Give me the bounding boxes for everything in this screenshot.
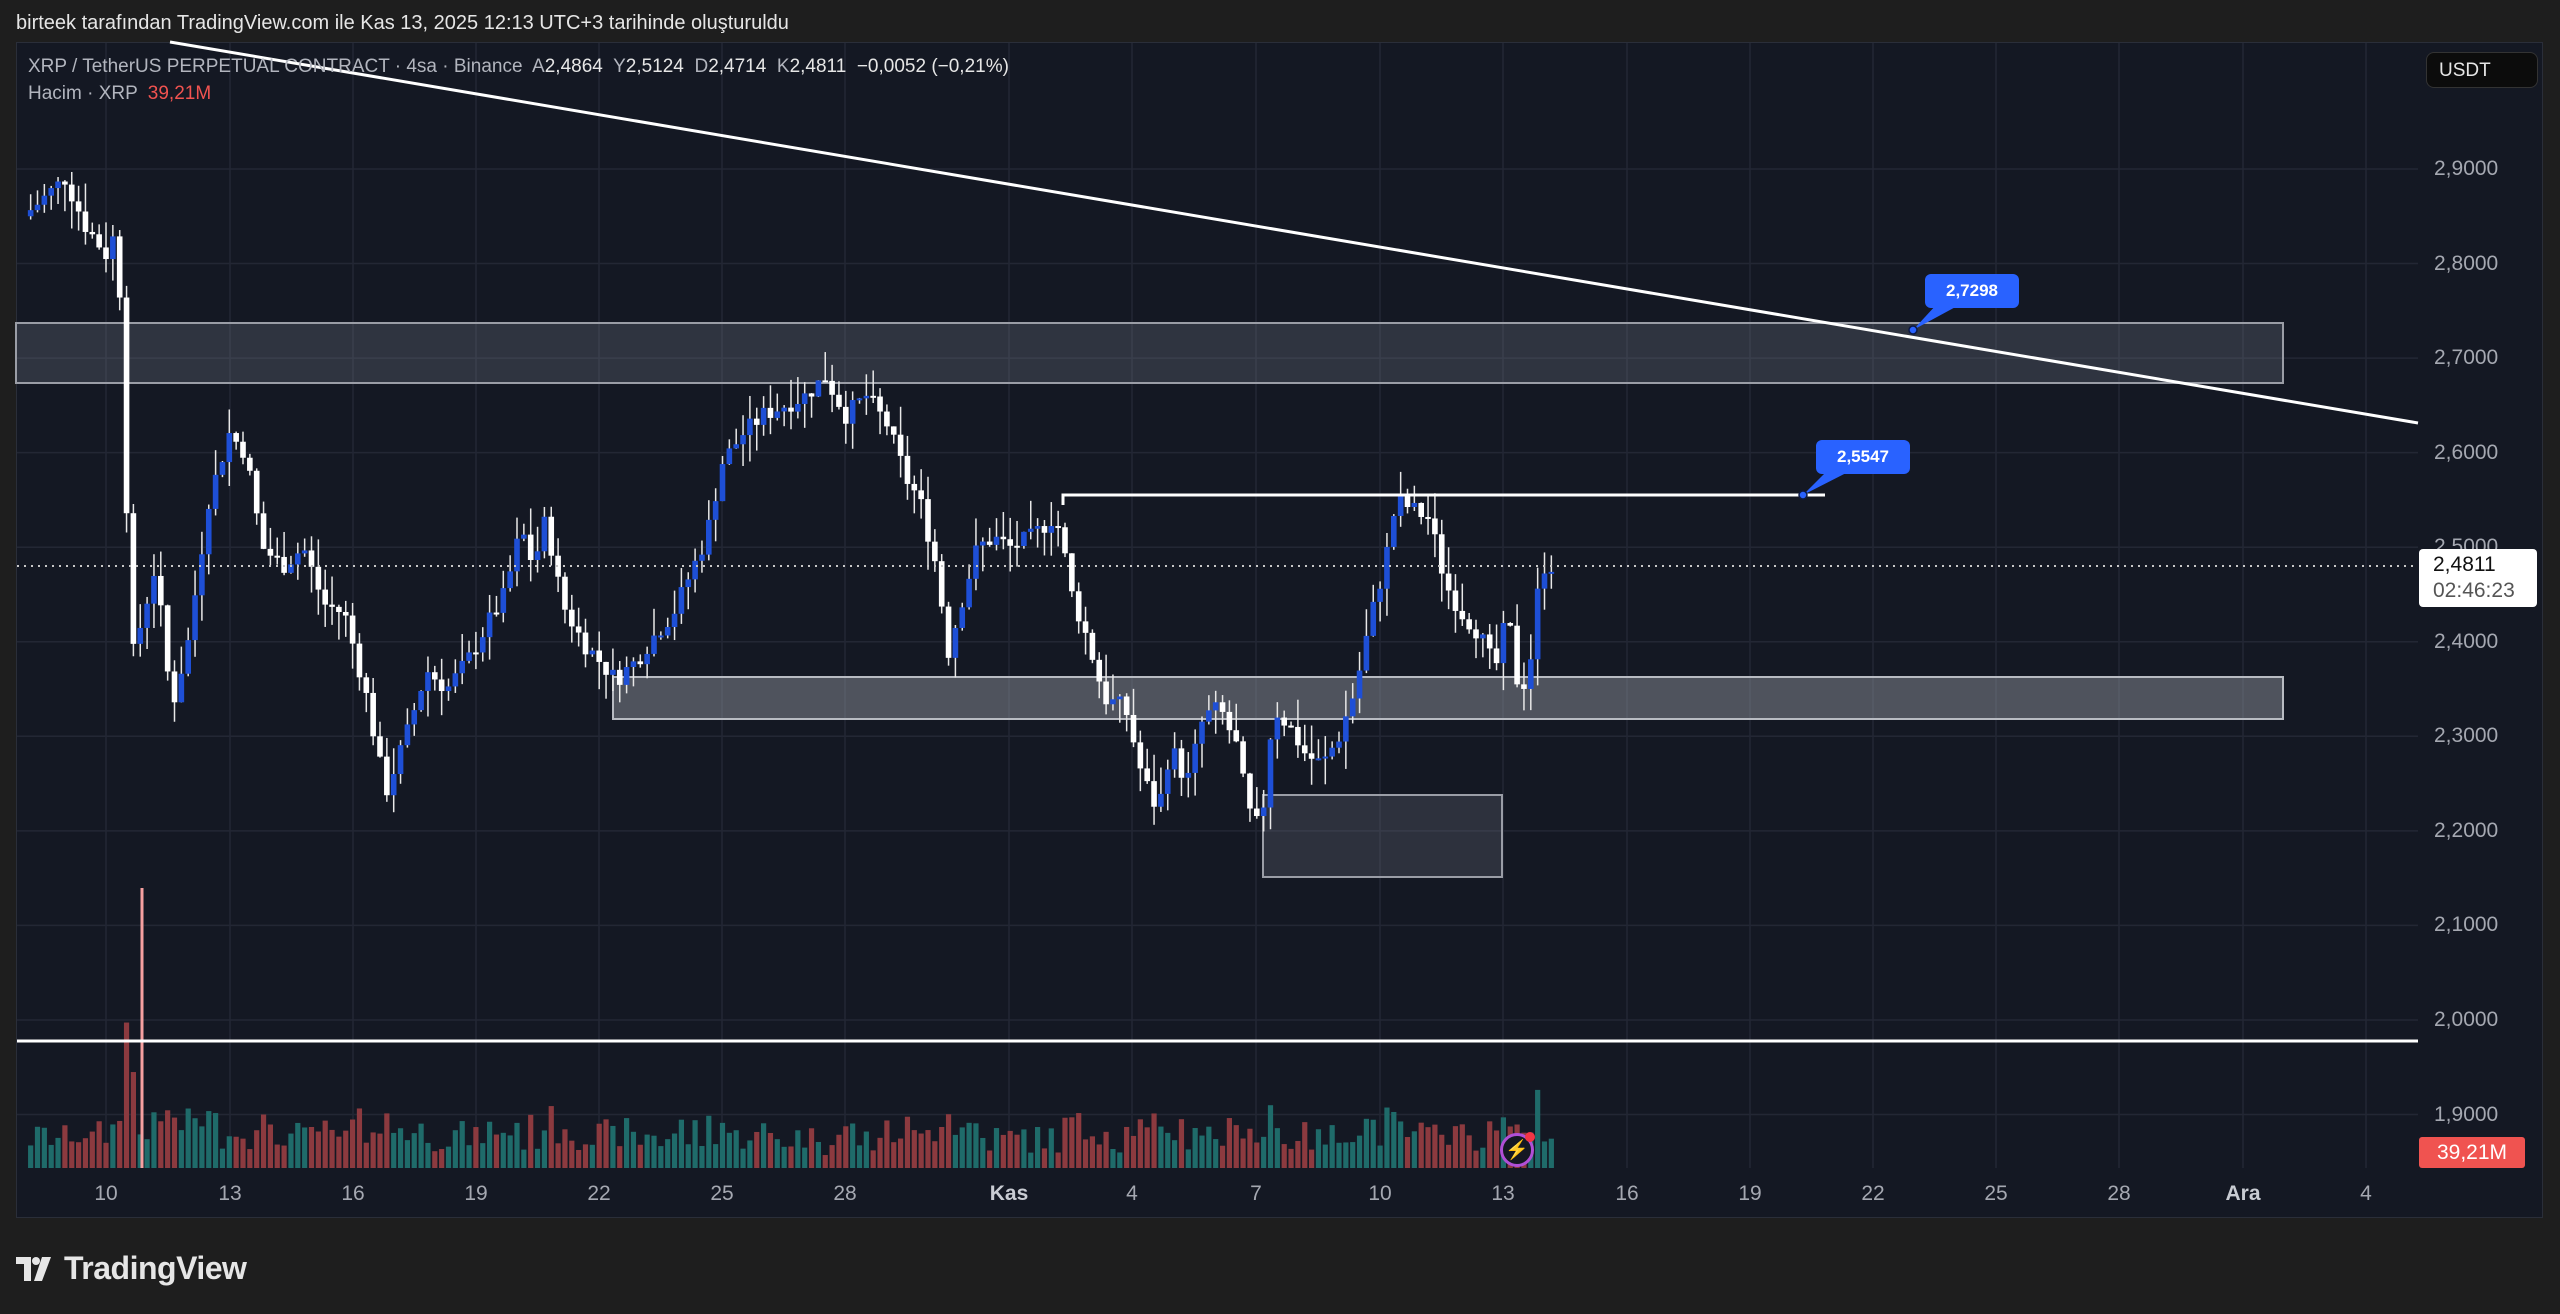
time-tick: 16 bbox=[341, 1182, 365, 1205]
time-tick: 10 bbox=[94, 1182, 118, 1205]
price-callout[interactable]: 2,7298 bbox=[1925, 274, 2019, 308]
grid-lines bbox=[17, 43, 2418, 1168]
bar-countdown: 02:46:23 bbox=[2433, 579, 2515, 602]
time-tick: 28 bbox=[833, 1182, 857, 1205]
change-value: −0,0052 (−0,21%) bbox=[856, 56, 1009, 77]
volume-tag: 39,21M bbox=[2419, 1137, 2525, 1168]
price-callout[interactable]: 2,5547 bbox=[1816, 440, 1910, 474]
time-tick: 16 bbox=[1615, 1182, 1639, 1205]
open-value: 2,4864 bbox=[544, 56, 603, 77]
price-tick: 2,3000 bbox=[2434, 724, 2499, 748]
candles bbox=[27, 171, 1555, 832]
time-tick: Kas bbox=[989, 1182, 1029, 1205]
symbol-legend: XRP / TetherUS PERPETUAL CONTRACT · 4sa … bbox=[28, 56, 1009, 77]
high-value: 2,5124 bbox=[625, 56, 684, 77]
price-tick: 2,2000 bbox=[2434, 818, 2499, 842]
currency-button[interactable]: USDT bbox=[2426, 52, 2538, 88]
time-tick: 13 bbox=[1491, 1182, 1515, 1205]
chart-caption: birteek tarafından TradingView.com ile K… bbox=[16, 12, 789, 34]
time-tick: 4 bbox=[2360, 1182, 2372, 1205]
time-tick: 10 bbox=[1368, 1182, 1392, 1205]
tv-logo-icon bbox=[16, 1256, 51, 1281]
time-tick: 28 bbox=[2107, 1182, 2131, 1205]
time-tick: 22 bbox=[1861, 1182, 1885, 1205]
price-tick: 2,6000 bbox=[2434, 440, 2499, 464]
price-tick: 1,9000 bbox=[2434, 1102, 2499, 1126]
price-tick: 2,4000 bbox=[2434, 629, 2499, 653]
low-value: 2,4714 bbox=[708, 56, 767, 77]
price-tick: 2,8000 bbox=[2434, 251, 2499, 275]
price-tick: 2,1000 bbox=[2434, 913, 2499, 937]
time-tick: 13 bbox=[218, 1182, 242, 1205]
lightning-alert-icon[interactable]: ⚡ bbox=[1500, 1132, 1535, 1167]
time-tick: 22 bbox=[587, 1182, 611, 1205]
current-price: 2,4811 bbox=[2433, 553, 2496, 576]
brand-name: TradingView bbox=[64, 1250, 247, 1286]
drawing-zones bbox=[15, 322, 2284, 878]
time-tick: 19 bbox=[464, 1182, 488, 1205]
notification-dot bbox=[1525, 1132, 1535, 1142]
time-tick: 25 bbox=[1984, 1182, 2008, 1205]
time-tick: 19 bbox=[1738, 1182, 1762, 1205]
time-tick: 4 bbox=[1126, 1182, 1138, 1205]
volume-legend-value: 39,21M bbox=[147, 83, 212, 104]
time-tick: Ara bbox=[2225, 1182, 2261, 1205]
price-tick: 2,7000 bbox=[2434, 346, 2499, 370]
current-price-tag: 2,4811 02:46:23 bbox=[2419, 549, 2537, 607]
time-tick: 25 bbox=[710, 1182, 734, 1205]
time-tick: 7 bbox=[1250, 1182, 1262, 1205]
close-value: 2,4811 bbox=[789, 56, 847, 77]
price-tick: 2,9000 bbox=[2434, 157, 2499, 180]
volume-legend: Hacim · XRP 39,21M bbox=[28, 83, 211, 105]
tradingview-logo: TradingView bbox=[16, 1250, 247, 1287]
chart-frame[interactable] bbox=[16, 42, 2543, 1218]
price-tick: 2,0000 bbox=[2434, 1007, 2499, 1031]
volume-bars bbox=[28, 888, 1554, 1168]
volume-label[interactable]: Hacim · XRP bbox=[28, 83, 138, 104]
drawings bbox=[17, 40, 2419, 1043]
symbol-title[interactable]: XRP / TetherUS PERPETUAL CONTRACT · 4sa … bbox=[28, 56, 523, 77]
